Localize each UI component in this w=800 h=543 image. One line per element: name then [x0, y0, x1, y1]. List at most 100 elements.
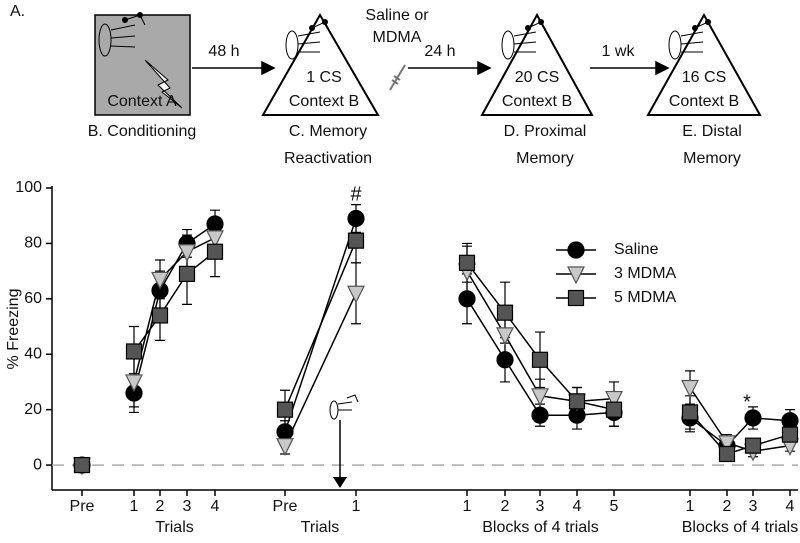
point — [458, 254, 476, 271]
y-tick-label: 0 — [33, 456, 42, 473]
panel-label: A. — [10, 3, 25, 20]
point — [151, 307, 169, 324]
point — [151, 271, 169, 290]
legend-label: 3 MDMA — [614, 265, 677, 282]
point — [347, 285, 365, 304]
step-caption: Memory — [516, 150, 574, 167]
y-tick-label: 40 — [24, 345, 42, 362]
group-label: Trials — [301, 519, 340, 536]
step-caption: Memory — [683, 150, 741, 167]
arrows — [192, 60, 670, 76]
y-tick-label: 100 — [15, 179, 42, 196]
point — [781, 412, 799, 430]
y-tick-label: 80 — [24, 235, 42, 252]
speaker-icons — [98, 14, 714, 60]
point — [178, 265, 196, 282]
step-caption: E. Distal — [682, 123, 742, 140]
x-tick-label: 2 — [156, 498, 165, 515]
x-tick-label: Pre — [273, 498, 298, 515]
point — [496, 304, 514, 321]
point — [531, 351, 549, 368]
cs-label: 1 CS — [306, 69, 342, 86]
cs-label: 16 CS — [682, 69, 726, 86]
point — [744, 409, 762, 427]
x-tick-label: 5 — [610, 498, 619, 515]
point — [681, 404, 699, 421]
point — [206, 215, 224, 233]
point — [206, 230, 224, 249]
x-tick-label: 3 — [749, 498, 758, 515]
context-label: Context B — [502, 93, 572, 110]
x-tick-label: 3 — [183, 498, 192, 515]
group-label: Trials — [155, 519, 194, 536]
point — [458, 290, 476, 308]
point — [276, 401, 294, 418]
cue-icon — [337, 394, 359, 411]
interval-label: 24 h — [424, 43, 455, 60]
point — [496, 351, 514, 369]
legend-label: 5 MDMA — [614, 289, 677, 306]
legend-marker — [567, 266, 585, 285]
point — [718, 445, 736, 463]
treatment-label: Saline or — [365, 7, 429, 24]
context-label: Context B — [289, 93, 359, 110]
group-label: Blocks of 4 trials — [482, 519, 598, 536]
treatment-label: MDMA — [373, 29, 422, 46]
context-b-triangle — [646, 12, 762, 116]
step-caption: D. Proximal — [504, 123, 587, 140]
y-tick-label: 60 — [24, 290, 42, 307]
legend-label: Saline — [614, 241, 659, 258]
context-a-box — [94, 14, 191, 116]
x-tick-label: 1 — [130, 498, 139, 515]
x-tick-label: 1 — [686, 498, 695, 515]
x-tick-label: 4 — [786, 498, 795, 515]
x-tick-label: Pre — [70, 498, 95, 515]
cs-label: 20 CS — [515, 69, 559, 86]
point — [276, 438, 294, 457]
point — [718, 435, 736, 454]
point — [605, 390, 623, 409]
legend-marker — [567, 289, 585, 307]
point — [206, 243, 224, 260]
x-tick-label: 2 — [501, 498, 510, 515]
point — [605, 401, 623, 418]
point — [178, 244, 196, 263]
group-label: Blocks of 4 trials — [682, 519, 798, 536]
interval-label: 1 wk — [602, 43, 636, 60]
interval-label: 48 h — [208, 43, 239, 60]
point — [681, 379, 699, 398]
context-b-triangle — [261, 12, 380, 116]
point — [781, 426, 799, 443]
point — [347, 209, 365, 228]
point — [347, 232, 365, 249]
series-line — [133, 240, 791, 455]
x-tick-label: 1 — [463, 498, 472, 515]
point — [496, 327, 514, 346]
x-tick-label: 4 — [573, 498, 582, 515]
annotation: # — [350, 183, 362, 205]
y-axis-label: % Freezing — [5, 289, 22, 370]
y-tick-label: 20 — [24, 401, 42, 418]
context-label: Context B — [669, 93, 739, 110]
x-tick-label: 3 — [536, 498, 545, 515]
point — [125, 374, 143, 393]
point — [73, 456, 91, 474]
point — [125, 343, 143, 360]
series-line — [133, 237, 791, 452]
step-caption: C. Memory — [289, 123, 367, 140]
x-tick-label: 2 — [723, 498, 732, 515]
shock-icon — [144, 59, 183, 109]
point — [531, 388, 549, 407]
cue-icon — [329, 400, 339, 420]
syringe-icon — [389, 64, 406, 91]
point — [568, 393, 586, 410]
x-tick-label: 1 — [352, 498, 361, 515]
step-caption: B. Conditioning — [88, 123, 197, 140]
x-tick-label: 4 — [211, 498, 220, 515]
point — [744, 437, 762, 454]
annotation: * — [743, 391, 751, 413]
legend-marker — [567, 241, 585, 259]
cue-arrowhead — [333, 477, 347, 488]
